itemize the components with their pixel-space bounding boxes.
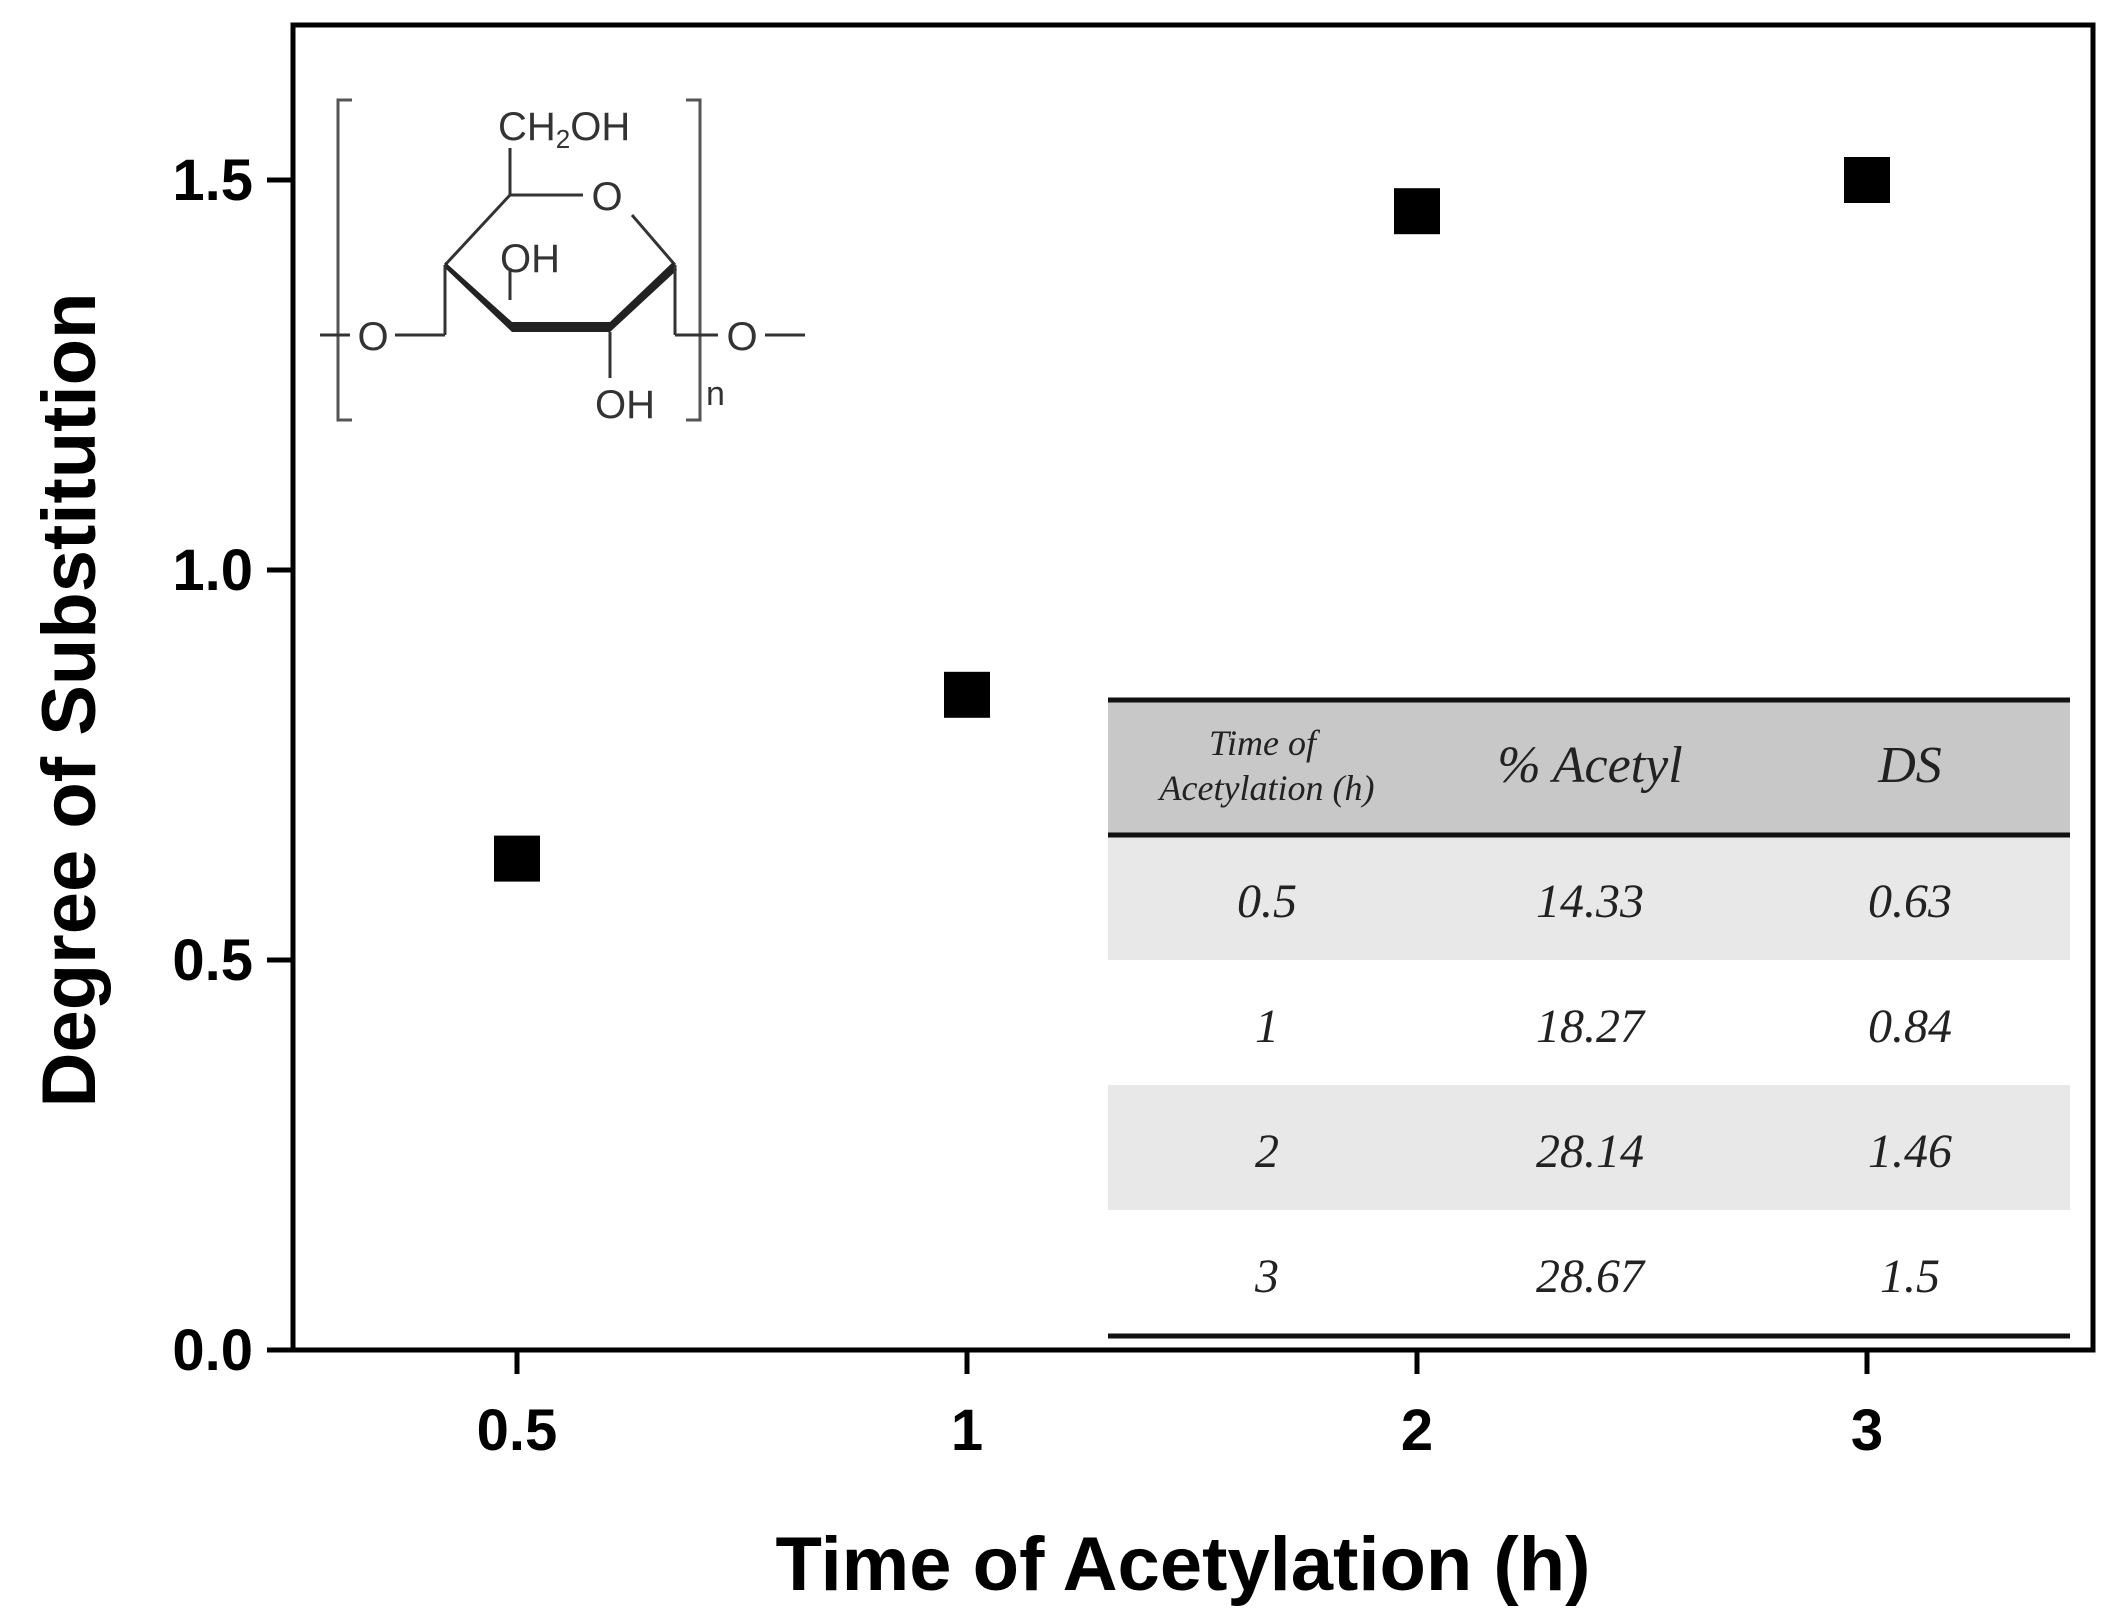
cellulose-structure: CH2OH O OH OH O O n xyxy=(320,98,805,427)
table-body: 0.5 14.33 0.63 1 18.27 0.84 2 28.14 1.46 3 28.67 1.… xyxy=(1237,875,1952,1303)
ring-wedge-bond xyxy=(445,262,512,332)
repeat-unit-n-label: n xyxy=(706,375,725,413)
data-point xyxy=(1394,188,1440,235)
right-oxygen-label: O xyxy=(726,315,757,359)
inset-table: Time of Acetylation (h) % Acetyl DS 0.5 1… xyxy=(1108,697,2070,1339)
table-row-background xyxy=(1108,1085,2070,1210)
y-tick-label: 1.0 xyxy=(172,538,253,603)
right-bracket xyxy=(686,98,702,422)
table-cell: 0.63 xyxy=(1868,875,1952,928)
x-tick-label: 0.5 xyxy=(477,1398,558,1463)
ch2oh-label: CH2OH xyxy=(498,105,630,154)
table-row-background xyxy=(1108,835,2070,960)
ring-bond xyxy=(630,214,677,266)
left-bracket xyxy=(336,98,352,422)
table-cell: 1 xyxy=(1255,1000,1279,1053)
table-cell: 1.46 xyxy=(1868,1125,1952,1178)
table-header-background xyxy=(1108,700,2070,835)
ring-oxygen-label: O xyxy=(591,175,622,219)
lower-hydroxyl-label: OH xyxy=(595,383,655,427)
y-tick-label: 0.5 xyxy=(172,928,253,993)
left-oxygen-label: O xyxy=(357,315,388,359)
upper-hydroxyl-label: OH xyxy=(500,237,560,281)
table-cell: 28.67 xyxy=(1536,1250,1646,1303)
x-tick-label: 3 xyxy=(1851,1398,1883,1463)
plot-frame xyxy=(290,22,2096,1353)
x-tick-label: 2 xyxy=(1401,1398,1433,1463)
y-tick-label: 0.0 xyxy=(172,1318,253,1383)
table-header-ds: DS xyxy=(1877,737,1942,794)
ring-wedge-bond xyxy=(610,262,677,332)
data-point xyxy=(494,835,540,882)
table-cell: 1.5 xyxy=(1880,1250,1940,1303)
table-cell: 0.5 xyxy=(1237,875,1297,928)
data-point xyxy=(944,671,990,718)
y-axis-label: Degree of Substitution xyxy=(27,293,112,1108)
y-axis: 0.0 0.5 1.0 1.5 xyxy=(172,148,293,1383)
x-tick-label: 1 xyxy=(951,1398,983,1463)
table-cell: 28.14 xyxy=(1536,1125,1644,1178)
table-header-time: Time of Acetylation (h) xyxy=(1158,723,1375,808)
ring-bond xyxy=(443,193,512,267)
table-cell: 18.27 xyxy=(1536,1000,1646,1053)
table-cell: 3 xyxy=(1254,1250,1279,1303)
table-cell: 14.33 xyxy=(1536,875,1644,928)
x-axis: 0.5 1 2 3 xyxy=(477,1350,1883,1463)
data-point xyxy=(1844,157,1890,203)
table-header-acetyl: % Acetyl xyxy=(1497,737,1682,794)
table-cell: 0.84 xyxy=(1868,1000,1952,1053)
data-markers xyxy=(494,157,1890,882)
y-tick-label: 1.5 xyxy=(172,148,253,213)
table-cell: 2 xyxy=(1255,1125,1279,1178)
x-axis-label: Time of Acetylation (h) xyxy=(776,1522,1591,1607)
ring-wedge-bond xyxy=(512,322,610,332)
